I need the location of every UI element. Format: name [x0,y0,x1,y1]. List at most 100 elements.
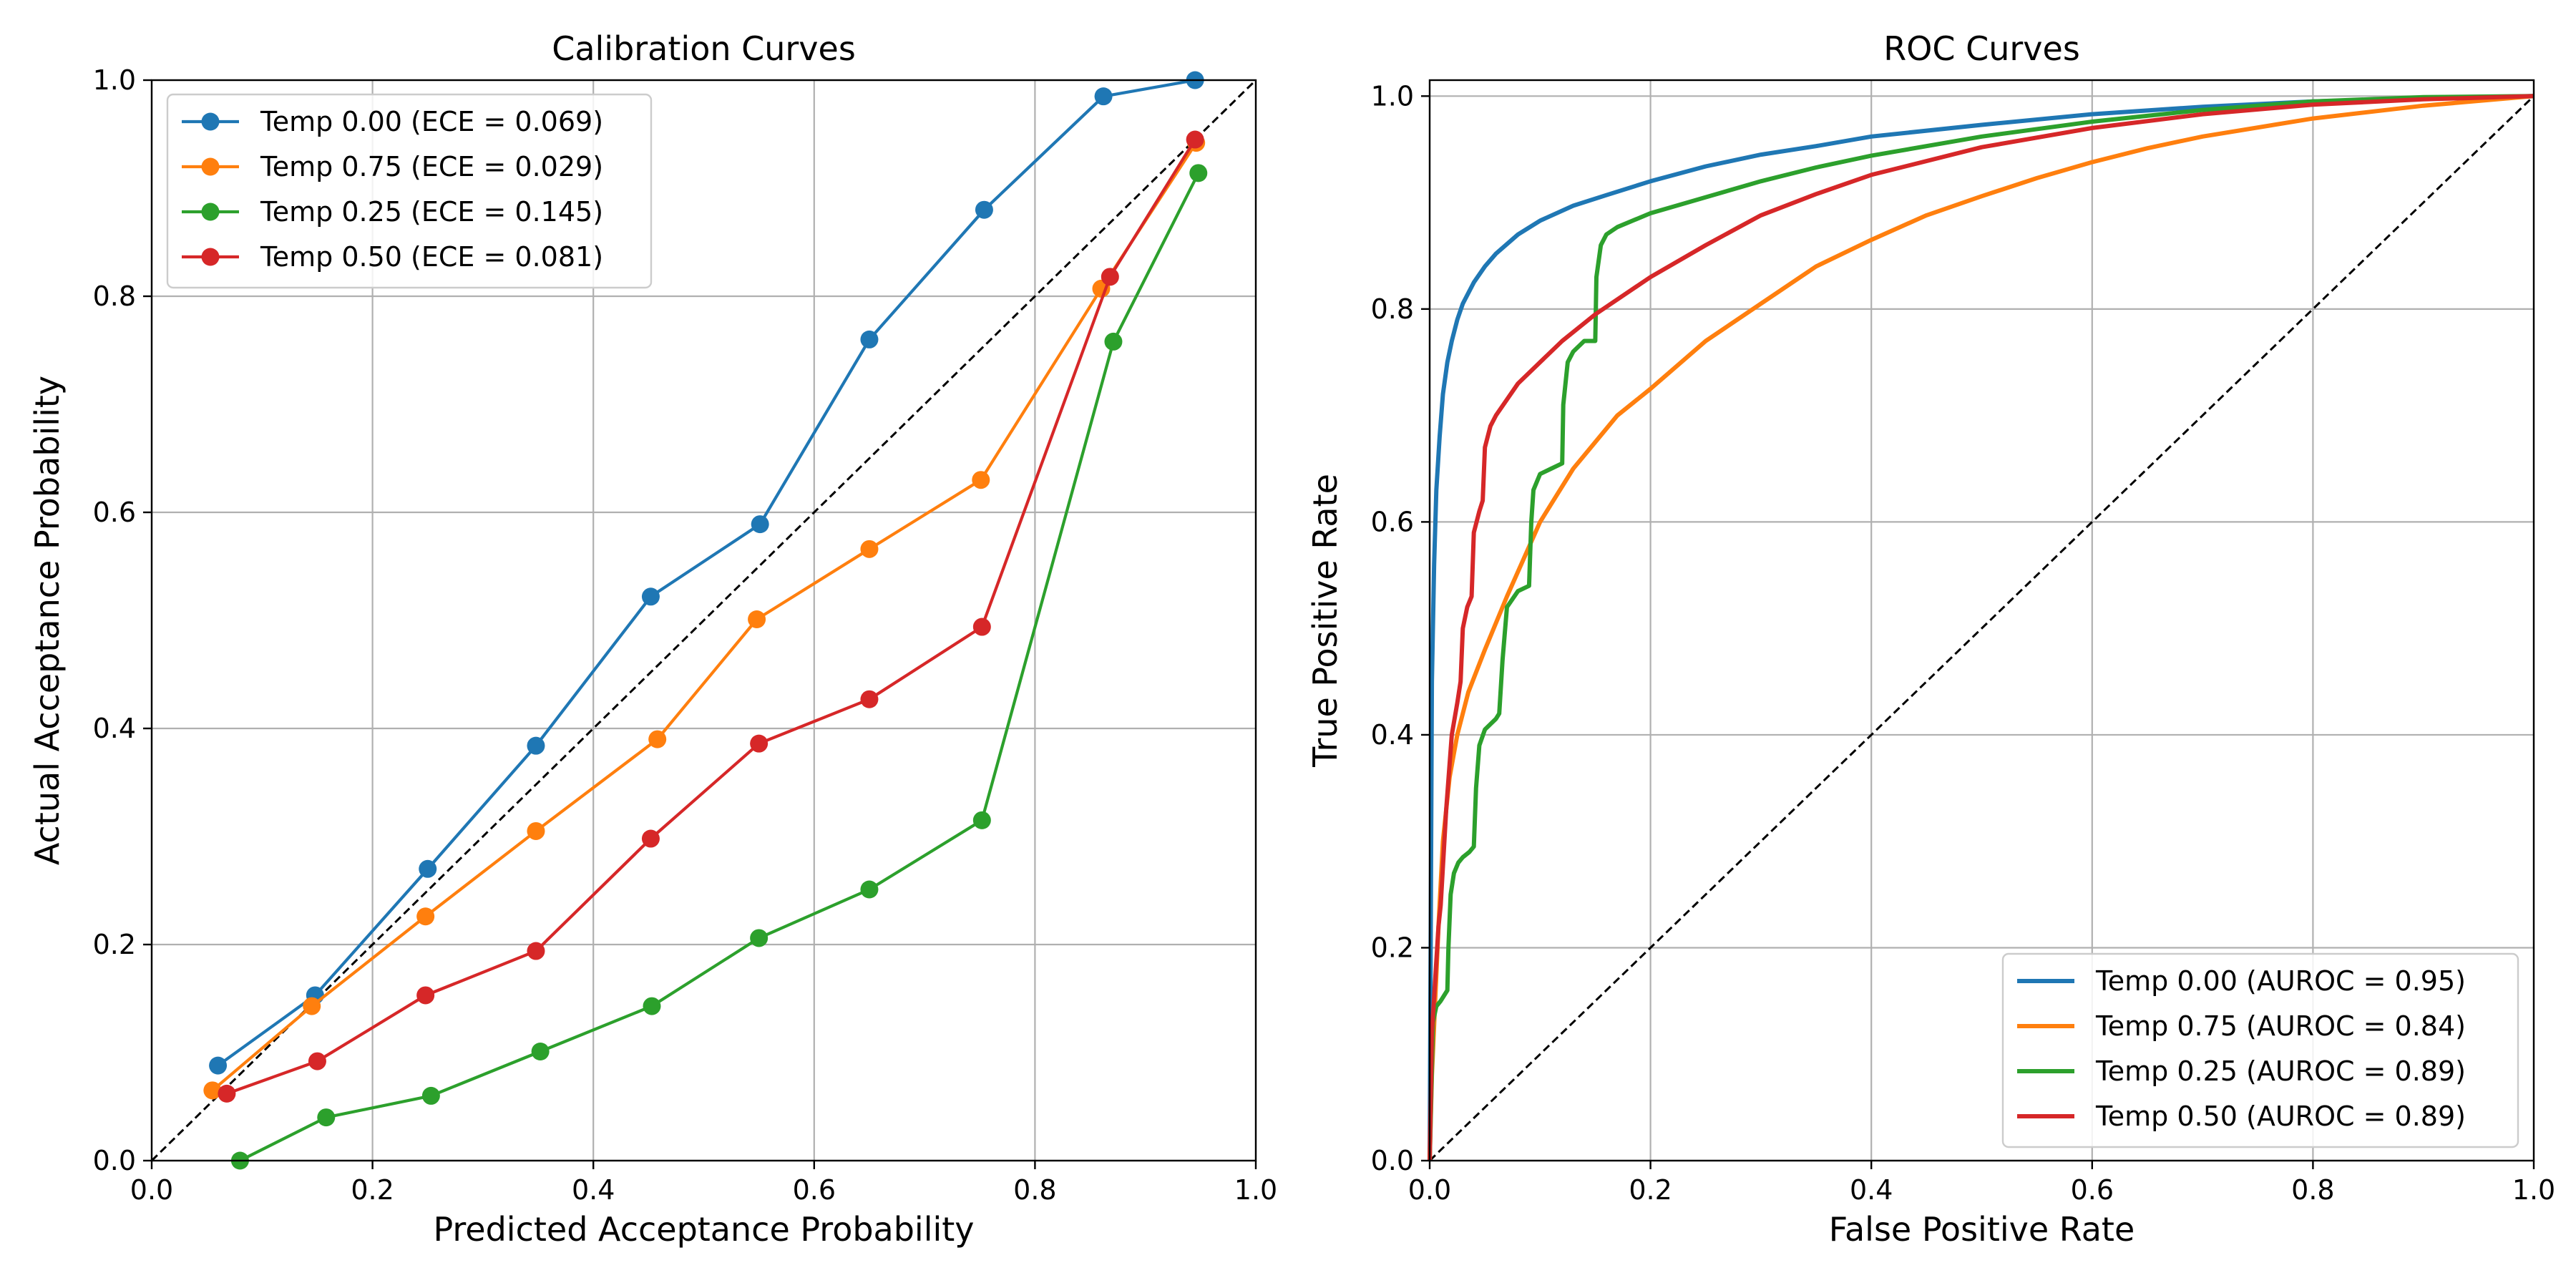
calibration-series-3-point [416,986,435,1005]
roc-x-tick-label: 0.4 [1850,1174,1893,1206]
calibration-series-1-point [860,540,879,558]
roc-y-tick-label: 0.2 [1371,932,1414,963]
calibration-series-0-point [527,736,545,755]
calibration-series-3-point [972,618,991,636]
calibration-series-1-point [648,730,667,748]
calibration-series-2-point [1189,164,1208,182]
calibration-y-tick-label: 1.0 [93,64,136,96]
calibration-x-tick-label: 0.0 [130,1174,173,1206]
roc-x-tick-label: 1.0 [2512,1174,2555,1206]
calibration-y-tick-label: 0.2 [93,929,136,960]
roc-axes: 0.0 0.2 0.4 0.6 0.8 1.0 0.0 0.2 0.4 0.6 0.8 1.0 [1371,79,2555,1206]
calibration-x-tick-label: 0.4 [572,1174,615,1206]
calibration-series-1-point [527,821,545,840]
roc-x-tick-label: 0.6 [2071,1174,2114,1206]
calibration-y-tick-label: 0.0 [93,1145,136,1176]
roc-y-tick-label: 0.4 [1371,719,1414,751]
calibration-x-axis-label: Predicted Acceptance Probability [433,1210,974,1249]
calibration-series-2-point [643,997,661,1015]
roc-y-tick-label: 0.6 [1371,506,1414,537]
calibration-series-1-point [303,997,321,1015]
calibration-series-2-point [317,1108,336,1127]
calibration-series-0-point [975,200,993,219]
calibration-series-0-point [860,330,879,348]
roc-legend-label-1: Temp 0.75 (AUROC = 0.84) [2095,1010,2466,1042]
calibration-series-1-point [748,610,766,628]
calibration-series-line-1 [211,142,1198,1092]
roc-title: ROC Curves [1883,29,2080,68]
calibration-series-3-point [1101,268,1119,286]
calibration-series-line-0 [217,78,1196,1067]
calibration-series-3-point [1186,130,1204,149]
calibration-legend-marker-2 [201,203,220,221]
calibration-y-tick-label: 0.8 [93,280,136,312]
roc-plot-area [1428,94,2534,1161]
calibration-legend-marker-0 [201,112,220,131]
calibration-series-3-point [218,1084,236,1103]
roc-x-tick-label: 0.2 [1629,1174,1672,1206]
calibration-series-0-point [641,587,660,606]
calibration-series-2-point [421,1086,440,1105]
calibration-legend-marker-3 [201,248,220,266]
calibration-x-tick-label: 0.6 [793,1174,836,1206]
roc-series-line-0 [1428,94,2534,1161]
roc-legend-label-0: Temp 0.00 (AUROC = 0.95) [2095,965,2466,997]
calibration-plot-area [203,71,1208,1170]
roc-y-axis-label: True Positive Rate [1306,474,1345,768]
calibration-x-tick-label: 0.2 [351,1174,394,1206]
calibration-legend-label-2: Temp 0.25 (ECE = 0.145) [260,196,603,228]
calibration-series-3-point [860,690,879,708]
roc-x-tick-label: 0.0 [1408,1174,1451,1206]
calibration-x-tick-label: 1.0 [1234,1174,1277,1206]
calibration-axes-frame [150,79,1257,1162]
calibration-diagonal [150,79,1257,1162]
roc-legend-label-2: Temp 0.25 (AUROC = 0.89) [2095,1055,2466,1087]
calibration-diagonal-reference [150,79,1257,1162]
calibration-series-0-point [209,1056,228,1075]
calibration-series-2-point [531,1042,550,1060]
calibration-y-tick-label: 0.4 [93,713,136,744]
roc-legend: Temp 0.00 (AUROC = 0.95) Temp 0.75 (AUROC… [2001,952,2519,1148]
calibration-legend-label-3: Temp 0.50 (ECE = 0.081) [260,241,603,273]
roc-series-line-3 [1428,94,2534,1161]
roc-axes-frame [1428,79,2535,1162]
calibration-legend-marker-1 [201,157,220,176]
calibration-legend-frame [166,93,653,289]
calibration-legend: Temp 0.00 (ECE = 0.069) Temp 0.75 (ECE = … [166,93,653,289]
calibration-series-0-point [419,859,437,878]
calibration-title: Calibration Curves [552,29,856,68]
roc-diagonal [1428,95,2535,1162]
roc-legend-frame [2001,952,2519,1148]
calibration-series-2-point [1104,332,1123,351]
calibration-series-1-point [416,907,435,926]
calibration-series-2-point [860,880,879,899]
calibration-series-3-point [308,1052,326,1070]
calibration-y-tick-label: 0.6 [93,497,136,528]
calibration-series-3-point [641,829,660,848]
calibration-series-3-point [750,734,769,753]
calibration-legend-label-1: Temp 0.75 (ECE = 0.029) [260,151,603,182]
roc-legend-label-3: Temp 0.50 (AUROC = 0.89) [2095,1101,2466,1132]
roc-panel: ROC Curves False Positive Rate True Posi… [1306,29,2555,1249]
calibration-series-2-point [750,929,769,947]
roc-y-tick-label: 1.0 [1371,80,1414,112]
calibration-series-0-point [1094,87,1113,106]
roc-x-axis-label: False Positive Rate [1829,1210,2135,1249]
calibration-series-1-point [203,1081,222,1100]
roc-diagonal-reference [1428,95,2535,1162]
calibration-series-line-2 [239,172,1200,1162]
calibration-x-tick-label: 0.8 [1013,1174,1056,1206]
calibration-panel: Calibration Curves Predicted Acceptance … [28,29,1277,1249]
calibration-axes: 0.0 0.2 0.4 0.6 0.8 1.0 0.0 0.2 0.4 0.6 0.8 1.0 [93,64,1278,1206]
calibration-series-1-point [972,471,990,489]
calibration-legend-label-0: Temp 0.00 (ECE = 0.069) [260,106,603,137]
roc-series-line-2 [1428,94,2534,1161]
calibration-series-0-point [751,515,769,534]
calibration-y-axis-label: Actual Acceptance Probability [28,376,67,865]
calibration-series-2-point [972,811,991,829]
roc-x-tick-label: 0.8 [2291,1174,2334,1206]
roc-y-tick-label: 0.0 [1371,1145,1414,1176]
roc-y-tick-label: 0.8 [1371,293,1414,325]
calibration-series-3-point [527,942,545,960]
